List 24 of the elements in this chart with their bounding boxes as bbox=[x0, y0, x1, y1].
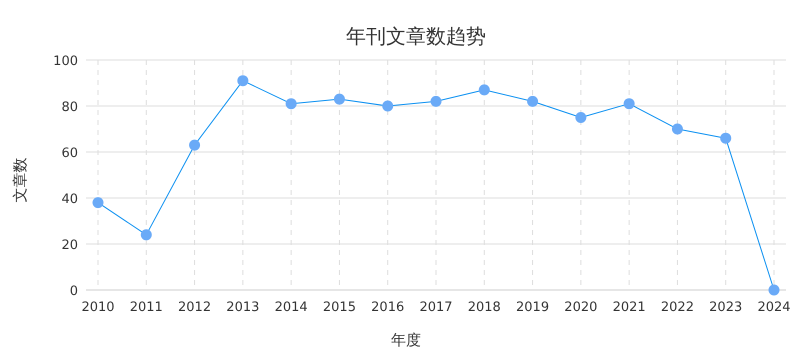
y-tick-label: 20 bbox=[61, 238, 78, 253]
x-tick-label: 2012 bbox=[178, 300, 212, 315]
y-tick-label: 60 bbox=[61, 146, 78, 161]
y-tick-label: 80 bbox=[61, 100, 78, 115]
x-tick-label: 2017 bbox=[419, 300, 453, 315]
chart-title: 年刊文章数趋势 bbox=[346, 24, 486, 48]
y-tick-label: 40 bbox=[61, 192, 78, 207]
x-tick-label: 2022 bbox=[660, 300, 694, 315]
x-tick-label: 2015 bbox=[322, 300, 356, 315]
x-tick-label: 2016 bbox=[371, 300, 404, 315]
y-tick-label: 0 bbox=[70, 284, 78, 299]
y-axis-title: 文章数 bbox=[11, 158, 29, 202]
x-tick-label: 2018 bbox=[468, 300, 501, 315]
x-tick-label: 2024 bbox=[757, 300, 791, 315]
x-tick-label: 2013 bbox=[226, 300, 260, 315]
x-tick-label: 2019 bbox=[516, 300, 550, 315]
x-tick-label: 2021 bbox=[612, 300, 646, 315]
x-tick-label: 2020 bbox=[564, 300, 598, 315]
x-tick-label: 2010 bbox=[81, 300, 115, 315]
x-tick-label: 2014 bbox=[274, 300, 308, 315]
x-tick-label: 2011 bbox=[130, 300, 163, 315]
x-axis-title: 年度 bbox=[391, 331, 421, 349]
y-tick-label: 100 bbox=[53, 54, 78, 69]
x-tick-label: 2023 bbox=[709, 300, 742, 315]
